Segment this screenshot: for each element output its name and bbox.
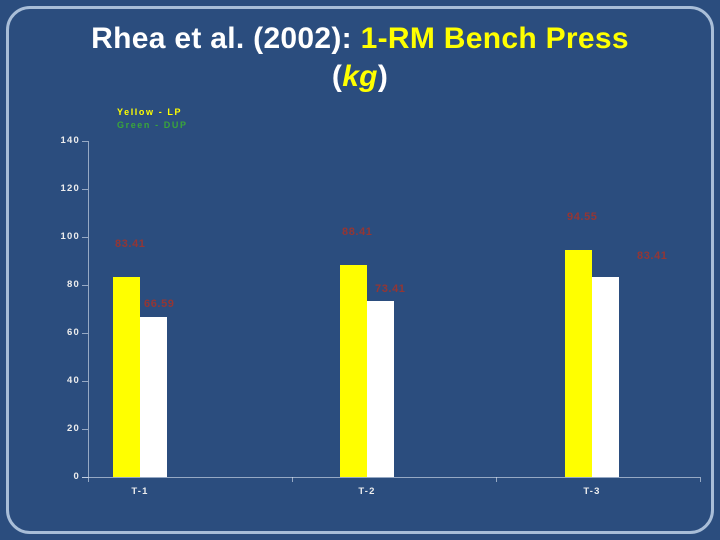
bar-dup-t-2 bbox=[367, 300, 394, 477]
title-unit-open: ( bbox=[331, 60, 343, 93]
data-label-lp-t-2: 88.41 bbox=[342, 225, 373, 238]
legend-item-lp: Yellow - LP bbox=[117, 107, 183, 117]
y-tick-label-40: 40 bbox=[67, 375, 80, 386]
y-tick-label-60: 60 bbox=[67, 327, 80, 338]
bar-lp-t-2 bbox=[340, 264, 367, 477]
y-tick-80 bbox=[82, 285, 88, 286]
bar-lp-t-3 bbox=[565, 250, 592, 477]
y-tick-0 bbox=[82, 477, 88, 478]
plot-area: 83.41 66.59 88.41 73.41 94.55 83.41 bbox=[88, 141, 700, 477]
chart-legend: Yellow - LP Green - DUP bbox=[117, 106, 188, 132]
x-label-t-1: T-1 bbox=[131, 486, 149, 497]
bar-dup-t-3 bbox=[592, 276, 619, 477]
y-tick-label-140: 140 bbox=[60, 135, 80, 146]
y-tick-60 bbox=[82, 333, 88, 334]
y-tick-label-20: 20 bbox=[67, 423, 80, 434]
x-boundary-tick-0 bbox=[88, 477, 89, 482]
y-tick-label-120: 120 bbox=[60, 183, 80, 194]
y-axis-line bbox=[88, 141, 89, 477]
x-axis-line bbox=[82, 477, 700, 478]
data-label-dup-t-2: 73.41 bbox=[375, 282, 406, 295]
title-prefix: Rhea et al. (2002): bbox=[91, 22, 361, 55]
data-label-lp-t-1: 83.41 bbox=[115, 237, 146, 250]
data-label-lp-t-3: 94.55 bbox=[567, 211, 598, 224]
data-label-dup-t-1: 66.59 bbox=[144, 298, 175, 311]
title-unit-line: (kg) bbox=[0, 58, 720, 96]
bar-dup-t-1 bbox=[140, 317, 167, 477]
title-unit-close: ) bbox=[377, 60, 389, 93]
x-boundary-tick-2 bbox=[496, 477, 497, 482]
y-tick-40 bbox=[82, 381, 88, 382]
x-boundary-tick-1 bbox=[292, 477, 293, 482]
y-tick-label-100: 100 bbox=[60, 231, 80, 242]
y-tick-label-0: 0 bbox=[73, 471, 80, 482]
title-unit: kg bbox=[342, 60, 378, 93]
y-tick-120 bbox=[82, 189, 88, 190]
legend-item-dup: Green - DUP bbox=[117, 120, 188, 130]
data-label-dup-t-3: 83.41 bbox=[637, 249, 668, 262]
y-tick-140 bbox=[82, 141, 88, 142]
x-label-t-3: T-3 bbox=[583, 486, 601, 497]
title-highlight: 1-RM Bench Press bbox=[360, 22, 629, 55]
x-boundary-tick-3 bbox=[700, 477, 701, 482]
y-tick-100 bbox=[82, 237, 88, 238]
y-tick-label-80: 80 bbox=[67, 279, 80, 290]
slide-title: Rhea et al. (2002): 1-RM Bench Press (kg… bbox=[0, 20, 720, 96]
x-label-t-2: T-2 bbox=[358, 486, 376, 497]
bar-lp-t-1 bbox=[113, 276, 140, 477]
y-tick-20 bbox=[82, 429, 88, 430]
